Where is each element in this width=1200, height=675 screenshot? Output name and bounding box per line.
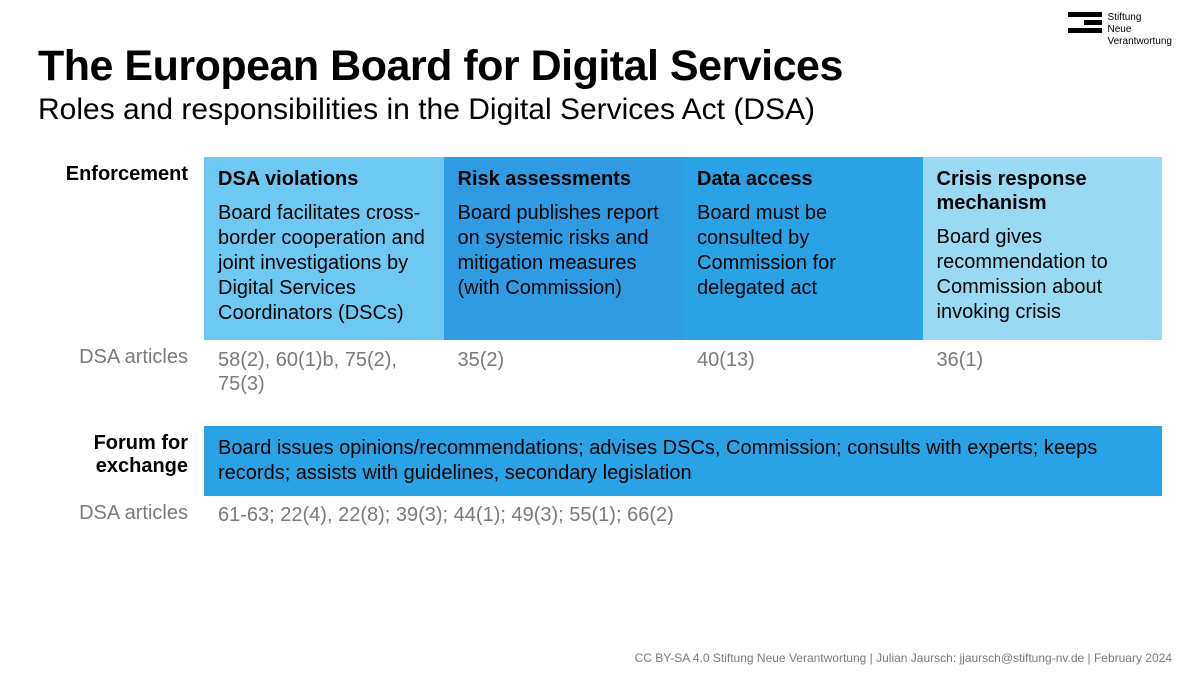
article-cell: 35(2): [444, 340, 684, 396]
forum-section: Forum for exchange Board issues opinions…: [38, 426, 1162, 527]
article-cell: 36(1): [923, 340, 1163, 396]
card-title: Data access: [697, 167, 909, 191]
article-cell: 58(2), 60(1)b, 75(2), 75(3): [204, 340, 444, 396]
forum-articles-label: DSA articles: [38, 496, 192, 527]
card-body: Board publishes report on systemic risks…: [458, 201, 670, 301]
card-body: Board must be consulted by Commission fo…: [697, 201, 909, 301]
card-title: Risk assessments: [458, 167, 670, 191]
enforcement-label: Enforcement: [38, 157, 192, 340]
card-risk-assessments: Risk assessments Board publishes report …: [444, 157, 684, 340]
card-title: Crisis response mechanism: [937, 167, 1149, 215]
enforcement-articles: 58(2), 60(1)b, 75(2), 75(3) 35(2) 40(13)…: [204, 340, 1162, 396]
enforcement-cards: DSA violations Board facilitates cross-b…: [204, 157, 1162, 340]
card-title: DSA violations: [218, 167, 430, 191]
enforcement-articles-label: DSA articles: [38, 340, 192, 396]
card-body: Board facilitates cross-border cooperati…: [218, 201, 430, 326]
logo-text: Stiftung Neue Verantwortung: [1108, 12, 1173, 48]
forum-body: Board issues opinions/recommendations; a…: [204, 426, 1162, 496]
page-title: The European Board for Digital Services: [38, 42, 1162, 91]
card-body: Board gives recommendation to Commission…: [937, 225, 1149, 325]
article-cell: 40(13): [683, 340, 923, 396]
card-data-access: Data access Board must be consulted by C…: [683, 157, 923, 340]
card-dsa-violations: DSA violations Board facilitates cross-b…: [204, 157, 444, 340]
card-crisis-response: Crisis response mechanism Board gives re…: [923, 157, 1163, 340]
page-subtitle: Roles and responsibilities in the Digita…: [38, 93, 1162, 127]
org-logo: Stiftung Neue Verantwortung: [1068, 12, 1173, 48]
forum-articles: 61-63; 22(4), 22(8); 39(3); 44(1); 49(3)…: [204, 496, 1162, 527]
enforcement-section: Enforcement DSA violations Board facilit…: [38, 157, 1162, 396]
forum-label: Forum for exchange: [38, 426, 192, 496]
footer-credit: CC BY-SA 4.0 Stiftung Neue Verantwortung…: [635, 651, 1172, 665]
logo-bars-icon: [1068, 12, 1102, 33]
